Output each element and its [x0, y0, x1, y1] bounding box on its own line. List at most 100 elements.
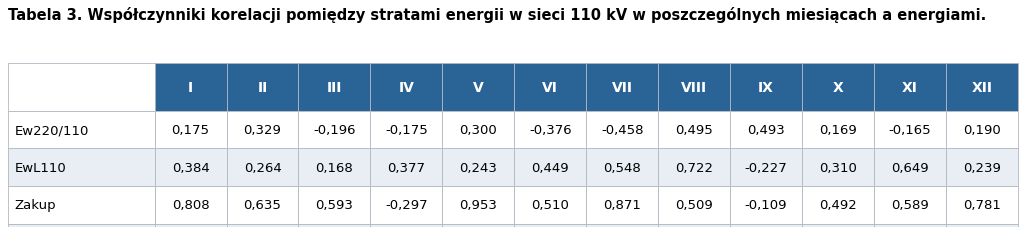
Bar [730, 224, 802, 227]
Bar [586, 149, 658, 186]
Bar [586, 224, 658, 227]
Text: 0,264: 0,264 [243, 161, 281, 174]
Bar [299, 186, 370, 224]
Text: 0,239: 0,239 [963, 161, 1000, 174]
Bar [370, 64, 442, 111]
Text: -0,227: -0,227 [745, 161, 788, 174]
Bar [874, 186, 946, 224]
Text: V: V [473, 80, 484, 94]
Bar [8, 111, 154, 149]
Bar [658, 224, 730, 227]
Text: VII: VII [612, 80, 632, 94]
Text: IX: IX [758, 80, 774, 94]
Bar [299, 111, 370, 149]
Text: X: X [833, 80, 843, 94]
Bar [442, 64, 515, 111]
Text: -0,196: -0,196 [313, 123, 356, 136]
Text: IV: IV [398, 80, 414, 94]
Bar [8, 186, 154, 224]
Bar [154, 186, 226, 224]
Text: -0,376: -0,376 [529, 123, 572, 136]
Text: 0,492: 0,492 [819, 198, 857, 211]
Text: -0,109: -0,109 [745, 198, 788, 211]
Text: 0,310: 0,310 [819, 161, 857, 174]
Bar [874, 64, 946, 111]
Bar [8, 149, 154, 186]
Bar [586, 186, 658, 224]
Bar [8, 224, 154, 227]
Bar [946, 111, 1018, 149]
Text: 0,589: 0,589 [891, 198, 929, 211]
Bar [442, 111, 515, 149]
Text: 0,871: 0,871 [604, 198, 641, 211]
Text: 0,495: 0,495 [675, 123, 713, 136]
Text: 0,168: 0,168 [315, 161, 353, 174]
Text: II: II [258, 80, 268, 94]
Bar [299, 64, 370, 111]
Text: XI: XI [902, 80, 918, 94]
Bar [874, 111, 946, 149]
Bar [802, 149, 874, 186]
Text: XII: XII [972, 80, 992, 94]
Text: EwL110: EwL110 [14, 161, 66, 174]
Bar [8, 64, 154, 111]
Bar [586, 64, 658, 111]
Text: 0,493: 0,493 [747, 123, 785, 136]
Bar [226, 64, 299, 111]
Bar [442, 224, 515, 227]
Bar [226, 186, 299, 224]
Bar [515, 224, 586, 227]
Text: -0,458: -0,458 [601, 123, 643, 136]
Text: 0,635: 0,635 [243, 198, 281, 211]
Text: VIII: VIII [681, 80, 707, 94]
Text: -0,175: -0,175 [385, 123, 428, 136]
Bar [946, 149, 1018, 186]
Bar [154, 64, 226, 111]
Bar [515, 64, 586, 111]
Bar [874, 149, 946, 186]
Text: 0,510: 0,510 [531, 198, 569, 211]
Text: 0,781: 0,781 [963, 198, 1000, 211]
Bar [946, 186, 1018, 224]
Bar [874, 224, 946, 227]
Bar [370, 111, 442, 149]
Text: Ew220/110: Ew220/110 [14, 123, 89, 136]
Bar [442, 186, 515, 224]
Text: 0,808: 0,808 [172, 198, 210, 211]
Bar [515, 186, 586, 224]
Text: 0,169: 0,169 [819, 123, 857, 136]
Text: 0,548: 0,548 [604, 161, 641, 174]
Text: 0,722: 0,722 [675, 161, 713, 174]
Bar [730, 111, 802, 149]
Text: III: III [326, 80, 342, 94]
Bar [658, 64, 730, 111]
Text: I: I [188, 80, 193, 94]
Text: 0,300: 0,300 [459, 123, 497, 136]
Bar [802, 186, 874, 224]
Bar [154, 149, 226, 186]
Text: 0,190: 0,190 [963, 123, 1000, 136]
Bar [442, 149, 515, 186]
Text: 0,649: 0,649 [891, 161, 929, 174]
Bar [299, 224, 370, 227]
Bar [730, 186, 802, 224]
Bar [515, 111, 586, 149]
Bar [154, 111, 226, 149]
Bar [658, 111, 730, 149]
Bar [370, 224, 442, 227]
Bar [658, 186, 730, 224]
Text: -0,165: -0,165 [889, 123, 931, 136]
Bar [370, 186, 442, 224]
Bar [946, 224, 1018, 227]
Text: 0,509: 0,509 [675, 198, 713, 211]
Text: VI: VI [542, 80, 559, 94]
Bar [658, 149, 730, 186]
Text: Tabela 3. Współczynniki korelacji pomiędzy stratami energii w sieci 110 kV w pos: Tabela 3. Współczynniki korelacji pomięd… [8, 7, 986, 23]
Text: 0,329: 0,329 [243, 123, 281, 136]
Text: 0,384: 0,384 [172, 161, 210, 174]
Bar [802, 64, 874, 111]
Bar [515, 149, 586, 186]
Text: 0,377: 0,377 [388, 161, 426, 174]
Bar [226, 149, 299, 186]
Bar [226, 111, 299, 149]
